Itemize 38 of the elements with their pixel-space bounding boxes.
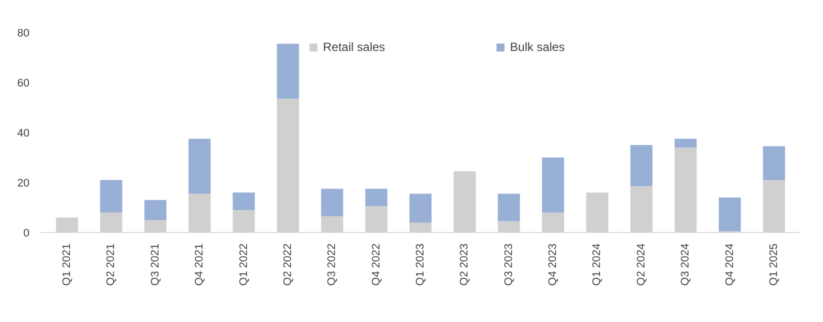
bar xyxy=(498,194,520,222)
x-tick-label: Q1 2023 xyxy=(414,244,426,286)
x-tick-label: Q1 2025 xyxy=(768,244,780,286)
bar xyxy=(630,145,652,186)
bar xyxy=(674,138,697,148)
bar xyxy=(365,188,388,206)
bar xyxy=(100,180,122,212)
bar xyxy=(409,194,432,222)
x-tick-label: Q3 2021 xyxy=(149,244,162,286)
bar xyxy=(188,138,211,194)
x-tick-label: Q2 2021 xyxy=(105,244,118,286)
x-tick-label: Q4 2023 xyxy=(547,244,560,286)
bar xyxy=(144,200,166,220)
legend-label: Bulk sales xyxy=(510,40,565,54)
legend-label: Retail sales xyxy=(323,40,386,54)
x-tick-label: Q1 2022 xyxy=(238,244,250,286)
y-tick-label: 80 xyxy=(17,28,30,40)
bar xyxy=(276,44,299,99)
x-tick-label: Q4 2024 xyxy=(724,244,736,286)
bar xyxy=(542,158,564,212)
bar xyxy=(232,192,255,210)
x-tick-label: Q3 2022 xyxy=(326,244,338,286)
x-tick-label: Q4 2021 xyxy=(194,244,206,286)
x-tick-label: Q4 2022 xyxy=(370,244,382,286)
y-tick-label: 40 xyxy=(17,128,30,140)
x-tick-label: Q3 2024 xyxy=(680,244,692,286)
x-tick-label: Q1 2021 xyxy=(61,244,74,286)
x-tick-label: Q2 2023 xyxy=(458,244,471,286)
bar xyxy=(762,146,786,180)
x-tick-label: Q2 2022 xyxy=(282,244,294,286)
bar xyxy=(321,188,344,216)
y-tick-label: 20 xyxy=(17,178,30,190)
y-tick-label: 0 xyxy=(23,228,30,240)
bar xyxy=(718,198,741,232)
x-tick-label: Q3 2023 xyxy=(502,244,515,286)
x-tick-label: Q1 2024 xyxy=(591,244,604,286)
y-tick-label: 60 xyxy=(17,78,30,90)
x-tick-label: Q2 2024 xyxy=(635,244,648,286)
